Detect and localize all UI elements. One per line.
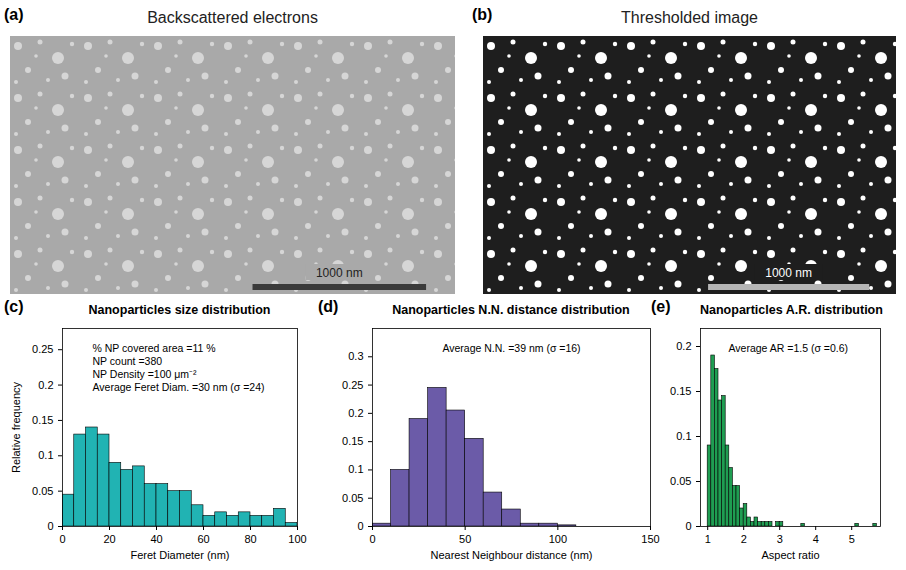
html-text:(e): (e)	[651, 298, 671, 315]
html-text:(b): (b)	[472, 6, 493, 23]
svg-text:0.25: 0.25	[342, 379, 363, 391]
svg-text:Average AR =1.5 (σ =0.6): Average AR =1.5 (σ =0.6)	[729, 342, 849, 354]
svg-text:0: 0	[59, 533, 65, 545]
svg-text:Relative frequency: Relative frequency	[10, 381, 22, 473]
html-text:(d): (d)	[318, 298, 339, 315]
html-text:Nanoparticles size distributio: Nanoparticles size distribution	[88, 303, 271, 317]
svg-text:0.1: 0.1	[38, 449, 53, 461]
svg-text:0: 0	[685, 520, 691, 532]
svg-text:0.15: 0.15	[342, 435, 363, 447]
svg-text:150: 150	[641, 533, 659, 545]
svg-text:% NP covered area =11 %NP coun: % NP covered area =11 %NP count =380NP D…	[93, 342, 265, 393]
svg-text:Aspect ratio: Aspect ratio	[761, 549, 819, 561]
html-text:Nanoparticles A.R. distributio: Nanoparticles A.R. distribution	[700, 303, 883, 317]
svg-text:100: 100	[549, 533, 567, 545]
svg-text:0.2: 0.2	[38, 379, 53, 391]
svg-text:0.2: 0.2	[676, 340, 691, 352]
svg-text:0.2: 0.2	[348, 407, 363, 419]
svg-text:0: 0	[47, 520, 53, 532]
svg-text:0.25: 0.25	[32, 343, 53, 355]
svg-text:60: 60	[197, 533, 209, 545]
svg-text:3: 3	[777, 533, 783, 545]
svg-text:0.05: 0.05	[32, 485, 53, 497]
svg-text:0: 0	[357, 520, 363, 532]
svg-text:100: 100	[288, 533, 306, 545]
svg-text:0.05: 0.05	[342, 492, 363, 504]
svg-text:2: 2	[741, 533, 747, 545]
svg-text:0.3: 0.3	[348, 350, 363, 362]
svg-text:20: 20	[103, 533, 115, 545]
svg-text:Nearest Neighbour distance (nm: Nearest Neighbour distance (nm)	[430, 549, 592, 561]
svg-text:40: 40	[150, 533, 162, 545]
svg-text:0: 0	[369, 533, 375, 545]
html-text:Thresholded image: Thresholded image	[621, 9, 758, 26]
html-text:Nanoparticles N.N. distance di: Nanoparticles N.N. distance distribution	[392, 303, 630, 317]
svg-text:Average N.N. =39 nm (σ =16): Average N.N. =39 nm (σ =16)	[442, 342, 580, 354]
svg-text:0.15: 0.15	[670, 385, 691, 397]
html-text:(a): (a)	[4, 6, 24, 23]
svg-text:50: 50	[459, 533, 471, 545]
svg-text:0.15: 0.15	[32, 414, 53, 426]
svg-text:Feret Diameter (nm): Feret Diameter (nm)	[130, 549, 229, 561]
svg-text:0.05: 0.05	[670, 475, 691, 487]
svg-text:5: 5	[849, 533, 855, 545]
svg-text:0.1: 0.1	[348, 463, 363, 475]
svg-text:4: 4	[813, 533, 819, 545]
svg-text:1000 nm: 1000 nm	[316, 266, 363, 280]
html-text:(c): (c)	[4, 298, 24, 315]
svg-text:80: 80	[244, 533, 256, 545]
html-text:Backscattered electrons: Backscattered electrons	[147, 9, 318, 26]
svg-text:1000 nm: 1000 nm	[765, 266, 812, 280]
svg-text:1: 1	[705, 533, 711, 545]
svg-text:0.1: 0.1	[676, 430, 691, 442]
